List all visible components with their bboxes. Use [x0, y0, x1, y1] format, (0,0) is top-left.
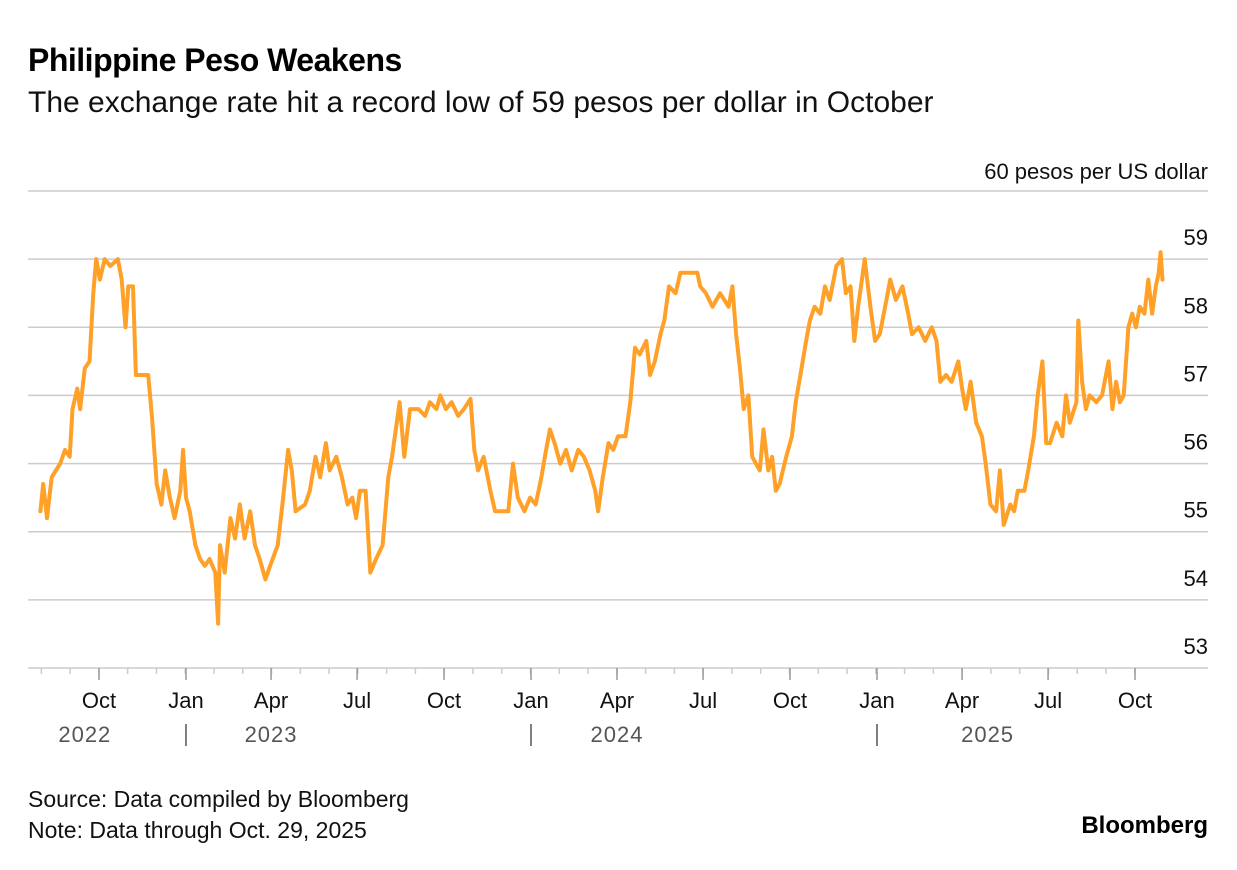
y-tick-label: 53	[1184, 634, 1208, 659]
x-tick-label: Apr	[945, 688, 979, 713]
y-tick-label: 57	[1184, 361, 1208, 386]
x-year-label: 2023	[245, 722, 298, 747]
x-tick-label: Jan	[168, 688, 203, 713]
x-year-label: 2025	[961, 722, 1014, 747]
y-axis-unit-label: 60 pesos per US dollar	[984, 159, 1208, 184]
x-tick-label: Oct	[773, 688, 807, 713]
source-text: Source: Data compiled by Bloomberg	[28, 786, 409, 812]
y-tick-label: 58	[1184, 293, 1208, 318]
x-tick-label: Apr	[600, 688, 634, 713]
note-text: Note: Data through Oct. 29, 2025	[28, 817, 367, 843]
x-tick-label: Apr	[254, 688, 288, 713]
x-tick-label: Jul	[343, 688, 371, 713]
x-year-label: 2022	[58, 722, 111, 747]
bloomberg-logo: Bloomberg	[1081, 812, 1208, 839]
chart-title: Philippine Peso Weakens	[28, 42, 402, 78]
x-tick-label: Oct	[427, 688, 461, 713]
x-tick-label: Oct	[82, 688, 116, 713]
y-tick-label: 56	[1184, 430, 1208, 455]
x-tick-label: Jul	[1034, 688, 1062, 713]
y-tick-label: 54	[1184, 566, 1208, 591]
x-tick-label: Oct	[1118, 688, 1152, 713]
x-tick-label: Jul	[689, 688, 717, 713]
y-tick-label: 59	[1184, 225, 1208, 250]
y-tick-label: 55	[1184, 498, 1208, 523]
x-tick-label: Jan	[513, 688, 548, 713]
x-tick-label: Jan	[859, 688, 894, 713]
x-year-label: 2024	[591, 722, 644, 747]
series-line-usd-php	[38, 250, 1165, 626]
chart-subtitle: The exchange rate hit a record low of 59…	[28, 86, 934, 119]
